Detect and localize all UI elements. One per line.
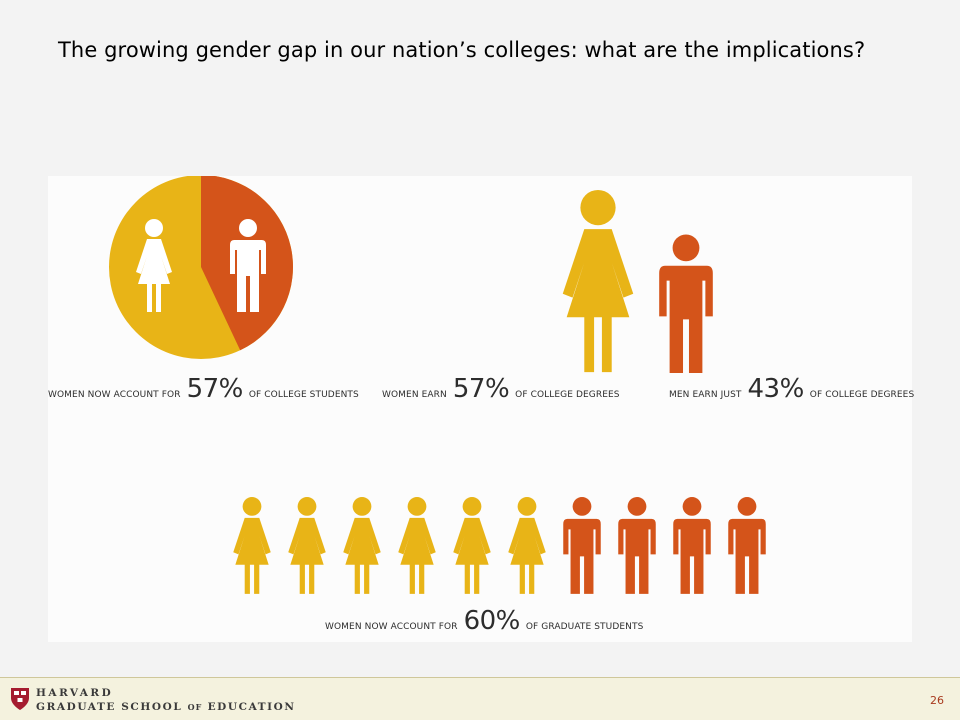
page-number: 26 (930, 694, 944, 707)
graduate-percent: 60% (463, 606, 521, 636)
men-degrees-pre: MEN EARN JUST (669, 390, 742, 400)
woman-figure-icon (453, 497, 491, 594)
man-figure-icon (673, 497, 711, 594)
men-degrees-percent: 43% (747, 374, 805, 404)
school-wordmark: GRADUATE SCHOOL OF EDUCATION (36, 701, 296, 713)
man-figure-icon (728, 497, 766, 594)
graduate-caption-post: OF GRADUATE STUDENTS (525, 622, 644, 632)
women-degrees-pre: WOMEN EARN (382, 390, 447, 400)
woman-figure-icon (398, 497, 436, 594)
infographic-graphics (109, 175, 766, 594)
woman-figure-icon (562, 189, 634, 373)
harvard-wordmark: HARVARD (36, 687, 114, 699)
students-caption-post: OF COLLEGE STUDENTS (248, 390, 359, 400)
woman-figure-icon (288, 497, 326, 594)
men-degrees-post: OF COLLEGE DEGREES (809, 390, 915, 400)
woman-figure-icon (233, 497, 271, 594)
students-percent: 57% (186, 374, 244, 404)
infographic-panel: WOMEN NOW ACCOUNT FOR 57% OF COLLEGE STU… (48, 175, 914, 642)
men-degrees-caption: MEN EARN JUST 43% OF COLLEGE DEGREES (669, 374, 914, 404)
man-figure-icon (563, 497, 601, 594)
harvard-shield-icon (11, 688, 29, 710)
woman-figure-icon (343, 497, 381, 594)
women-degrees-percent: 57% (452, 374, 510, 404)
women-degrees-caption: WOMEN EARN 57% OF COLLEGE DEGREES (382, 374, 620, 404)
footer-bar: HARVARD GRADUATE SCHOOL OF EDUCATION 26 (0, 677, 960, 720)
students-caption: WOMEN NOW ACCOUNT FOR 57% OF COLLEGE STU… (48, 374, 359, 404)
women-degrees-post: OF COLLEGE DEGREES (515, 390, 620, 400)
graduate-figure-row (233, 497, 766, 594)
graduate-caption-pre: WOMEN NOW ACCOUNT FOR (325, 622, 458, 632)
students-caption-pre: WOMEN NOW ACCOUNT FOR (48, 390, 181, 400)
students-pie (109, 175, 293, 359)
slide-title: The growing gender gap in our nation’s c… (58, 38, 866, 62)
woman-figure-icon (508, 497, 546, 594)
man-figure-icon (618, 497, 656, 594)
man-figure-icon (659, 234, 713, 374)
graduate-caption: WOMEN NOW ACCOUNT FOR 60% OF GRADUATE ST… (325, 606, 643, 636)
